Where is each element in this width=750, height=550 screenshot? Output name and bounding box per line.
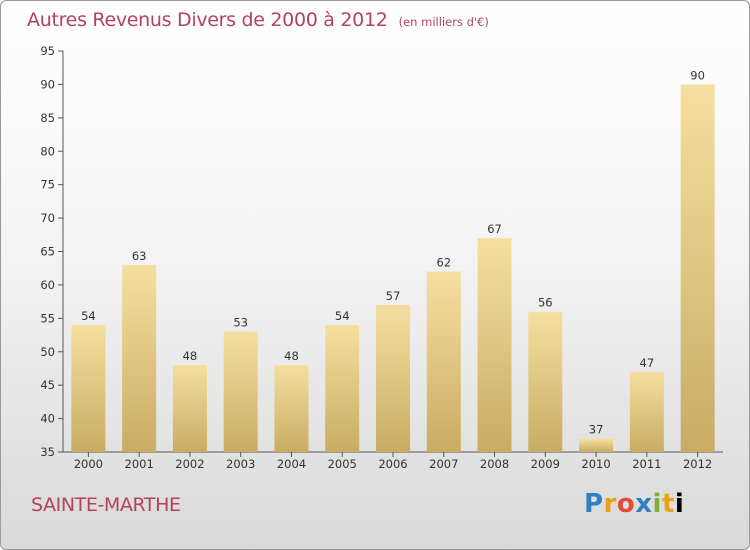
logo-letter: i <box>652 489 662 519</box>
data-label: 48 <box>183 349 198 363</box>
x-tick-label: 2005 <box>328 457 357 471</box>
y-tick-label: 70 <box>40 211 55 225</box>
data-label: 57 <box>386 289 401 303</box>
y-tick-label: 90 <box>40 77 55 91</box>
bar-2009 <box>528 311 563 452</box>
x-tick-label: 2010 <box>581 457 610 471</box>
x-tick-label: 2007 <box>429 457 458 471</box>
y-tick-label: 80 <box>40 144 55 158</box>
data-label: 53 <box>233 316 248 330</box>
bar-2012 <box>680 84 715 453</box>
x-tick-label: 2002 <box>175 457 204 471</box>
bar-2011 <box>629 371 664 452</box>
bar-2010 <box>579 438 614 452</box>
bar-2003 <box>223 331 258 452</box>
data-label: 90 <box>690 68 705 82</box>
data-label: 63 <box>132 249 147 263</box>
logo-letter: x <box>635 489 653 519</box>
y-tick-label: 60 <box>40 278 55 292</box>
x-tick-label: 2003 <box>226 457 255 471</box>
bar-2002 <box>172 365 207 452</box>
x-tick-label: 2006 <box>378 457 407 471</box>
x-tick-label: 2001 <box>125 457 154 471</box>
y-tick-label: 45 <box>40 378 55 392</box>
data-label: 48 <box>284 349 299 363</box>
bar-2005 <box>325 325 360 452</box>
bar-2000 <box>71 325 106 452</box>
x-tick-label: 2011 <box>632 457 661 471</box>
chart-title: Autres Revenus Divers de 2000 à 2012 <box>27 9 388 31</box>
chart-title-row: Autres Revenus Divers de 2000 à 2012 (en… <box>27 9 489 31</box>
data-label: 56 <box>538 296 553 310</box>
data-label: 37 <box>589 423 604 437</box>
y-tick-label: 75 <box>40 178 55 192</box>
y-tick-label: 50 <box>40 345 55 359</box>
x-tick-label: 2009 <box>531 457 560 471</box>
x-tick-label: 2004 <box>277 457 306 471</box>
logo-letter: i <box>674 489 685 519</box>
chart-bars <box>71 84 715 453</box>
y-tick-label: 65 <box>40 245 55 259</box>
bar-2008 <box>477 238 512 452</box>
logo-letter: P <box>584 489 604 519</box>
proxiti-logo: Proxiti <box>584 489 684 519</box>
data-label: 54 <box>81 309 96 323</box>
x-tick-label: 2012 <box>683 457 712 471</box>
y-tick-label: 35 <box>40 445 55 459</box>
logo-letter: t <box>661 489 675 519</box>
logo-letter: r <box>603 489 617 519</box>
bar-2004 <box>274 365 309 452</box>
data-label: 67 <box>487 222 502 236</box>
data-label: 47 <box>640 356 655 370</box>
y-tick-label: 95 <box>40 44 55 58</box>
data-label: 54 <box>335 309 350 323</box>
logo-letter: o <box>616 489 636 519</box>
chart-data-labels: 54 63 48 53 48 54 57 62 67 56 37 47 90 <box>81 68 705 436</box>
y-tick-label: 85 <box>40 111 55 125</box>
bar-2001 <box>122 264 157 452</box>
x-tick-label: 2000 <box>74 457 103 471</box>
chart-unit-note: (en milliers d'€) <box>398 15 489 29</box>
commune-name: SAINTE-MARTHE <box>31 494 181 516</box>
y-tick-label: 40 <box>40 412 55 426</box>
bar-2007 <box>426 271 461 452</box>
y-tick-label: 55 <box>40 311 55 325</box>
x-tick-label: 2008 <box>480 457 509 471</box>
data-label: 62 <box>436 256 451 270</box>
bar-2006 <box>376 304 410 452</box>
